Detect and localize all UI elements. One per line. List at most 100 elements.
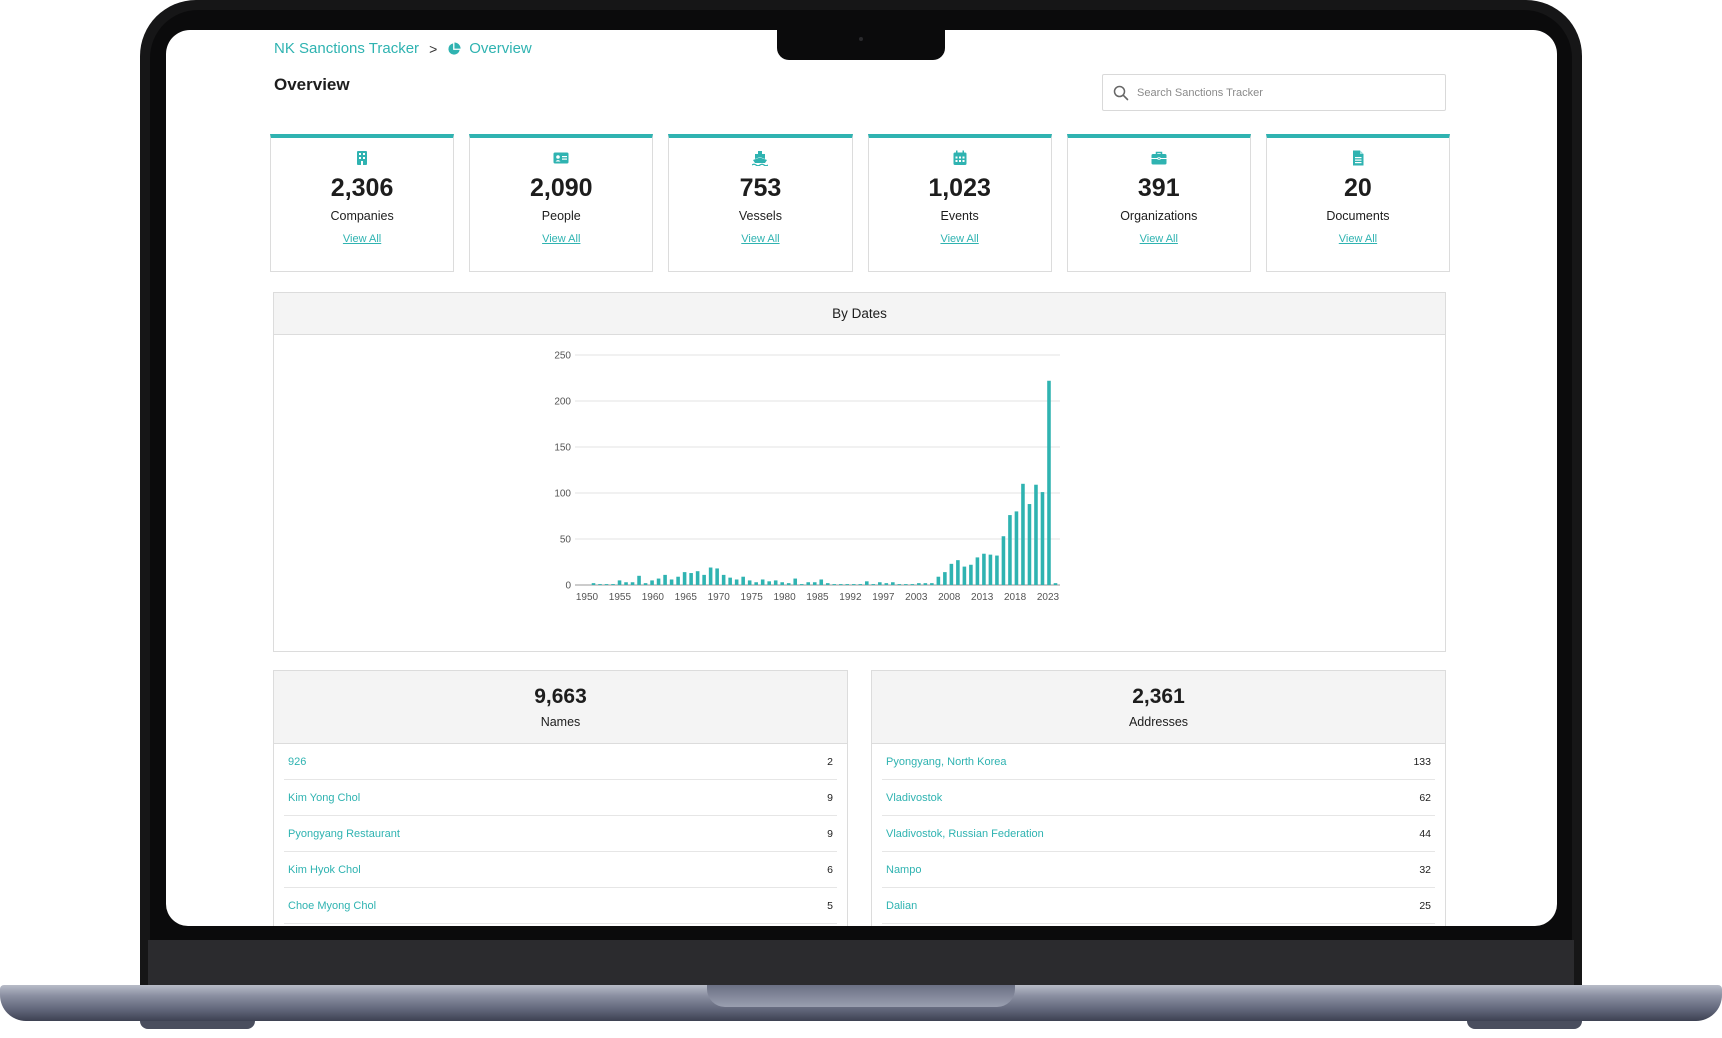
- chart-bar: [982, 553, 986, 585]
- x-tick-label: 2008: [938, 592, 961, 603]
- x-tick-label: 1992: [839, 592, 862, 603]
- stat-label: Vessels: [738, 209, 782, 223]
- list-item-link[interactable]: Nampo: [886, 863, 922, 876]
- chart-bar: [995, 555, 999, 585]
- chart-bar: [695, 571, 700, 585]
- x-tick-label: 1965: [675, 592, 698, 603]
- names-count: 9,663: [534, 685, 587, 708]
- x-tick-label: 1955: [609, 592, 632, 603]
- chart-bar: [956, 560, 960, 585]
- names-list: 926 2 Kim Yong Chol 9 Pyongyang Restaurant 9 K…: [274, 744, 847, 924]
- list-item-count: 44: [1419, 827, 1431, 840]
- list-item-count: 6: [827, 863, 833, 876]
- chart-bar: [865, 581, 869, 585]
- chart-bar: [943, 572, 947, 585]
- chart-bar: [591, 583, 596, 585]
- stat-value: 391: [1137, 174, 1180, 202]
- chart-bar: [598, 584, 602, 585]
- stat-label: Organizations: [1120, 209, 1198, 223]
- search-input[interactable]: [1137, 86, 1427, 99]
- view-all-people-link[interactable]: View All: [542, 233, 581, 245]
- list-item-count: 25: [1419, 899, 1431, 912]
- chart-bar: [1053, 583, 1058, 585]
- chart-bar: [897, 584, 902, 585]
- chart-bar: [858, 584, 863, 585]
- names-panel: 9,663 Names 926 2 Kim Yong Chol 9 Pyongyang …: [273, 670, 848, 926]
- chart-bar: [845, 584, 850, 585]
- chart-bar: [689, 573, 693, 585]
- chart-bar: [708, 567, 713, 585]
- chart-bar: [793, 578, 798, 585]
- view-all-documents-link[interactable]: View All: [1338, 233, 1378, 245]
- chart-bar: [747, 580, 752, 585]
- addresses-count: 2,361: [1132, 685, 1185, 708]
- chart-bar: [669, 579, 674, 585]
- chart-bar: [682, 572, 687, 585]
- chart-bar: [910, 584, 915, 585]
- addresses-list: Pyongyang, North Korea 133 Vladivostok 62 Vl…: [872, 744, 1445, 924]
- chart-bar: [969, 564, 973, 585]
- list-item-link[interactable]: Choe Myong Chol: [288, 899, 377, 912]
- building-icon: [357, 151, 368, 165]
- ship-icon: [752, 151, 769, 166]
- list-item-count: 32: [1419, 863, 1431, 876]
- laptop-foot-right: [1467, 1021, 1582, 1029]
- chart-bar: [838, 584, 843, 585]
- chart-bar: [806, 582, 811, 585]
- x-tick-label: 1980: [773, 592, 796, 603]
- list-item: Vladivostok, Russian Federation 44: [882, 816, 1435, 852]
- y-tick-label: 250: [554, 351, 571, 362]
- list-item: Kim Hyok Chol 6: [284, 852, 837, 888]
- chart-bar: [637, 575, 641, 585]
- search-icon: [1113, 85, 1129, 100]
- view-all-companies-link[interactable]: View All: [342, 233, 382, 245]
- chart-bar: [884, 583, 889, 585]
- list-item-link[interactable]: Pyongyang, North Korea: [886, 755, 1007, 768]
- y-tick-label: 200: [554, 397, 571, 408]
- chart-bar: [936, 576, 941, 585]
- y-tick-label: 100: [554, 489, 571, 500]
- page-title: Overview: [274, 75, 350, 94]
- chart-bar: [891, 582, 895, 585]
- chart-bar: [917, 583, 921, 585]
- list-item-link[interactable]: Vladivostok, Russian Federation: [886, 827, 1044, 840]
- list-item: Vladivostok 62: [882, 780, 1435, 816]
- view-all-events-link[interactable]: View All: [940, 233, 979, 245]
- chart-bar: [923, 583, 928, 585]
- briefcase-icon: [1151, 151, 1167, 165]
- chart-bar: [832, 584, 837, 585]
- chart-bar: [715, 568, 719, 585]
- list-item-link[interactable]: Kim Yong Chol: [288, 791, 361, 804]
- chart-bar: [812, 582, 817, 585]
- chart-bar: [780, 582, 784, 585]
- breadcrumb-current[interactable]: Overview: [469, 40, 532, 57]
- chart-bar: [656, 578, 661, 585]
- view-all-vessels-link[interactable]: View All: [741, 233, 780, 245]
- stat-card-organizations: 391 Organizations View All: [1066, 134, 1251, 272]
- list-item-link[interactable]: Pyongyang Restaurant: [288, 827, 400, 840]
- chart-bar: [1047, 380, 1051, 585]
- chart-bar: [741, 576, 745, 585]
- search-box[interactable]: [1102, 74, 1446, 111]
- chart-bar: [604, 584, 609, 585]
- list-item-link[interactable]: Kim Hyok Chol: [288, 863, 361, 876]
- names-title: Names: [540, 715, 581, 729]
- list-item: Nampo 32: [882, 852, 1435, 888]
- view-all-organizations-link[interactable]: View All: [1139, 233, 1178, 245]
- chart-bar: [760, 579, 765, 585]
- breadcrumb: NK Sanctions Tracker > Overview: [274, 40, 532, 57]
- x-tick-label: 2018: [1004, 592, 1027, 603]
- breadcrumb-root-link[interactable]: NK Sanctions Tracker: [274, 40, 420, 57]
- stat-value: 20: [1344, 174, 1372, 202]
- x-tick-label: 1997: [872, 592, 895, 603]
- chart-bar: [786, 583, 791, 585]
- x-tick-label: 2003: [905, 592, 928, 603]
- list-item-link[interactable]: Dalian: [886, 899, 918, 912]
- list-item-link[interactable]: Vladivostok: [886, 791, 943, 804]
- document-icon: [1352, 150, 1364, 166]
- addresses-header: 2,361 Addresses: [872, 671, 1445, 744]
- list-item-link[interactable]: 926: [288, 755, 307, 768]
- chart-bar: [1021, 483, 1025, 585]
- chart-bar: [611, 584, 615, 585]
- list-item-count: 2: [827, 755, 833, 768]
